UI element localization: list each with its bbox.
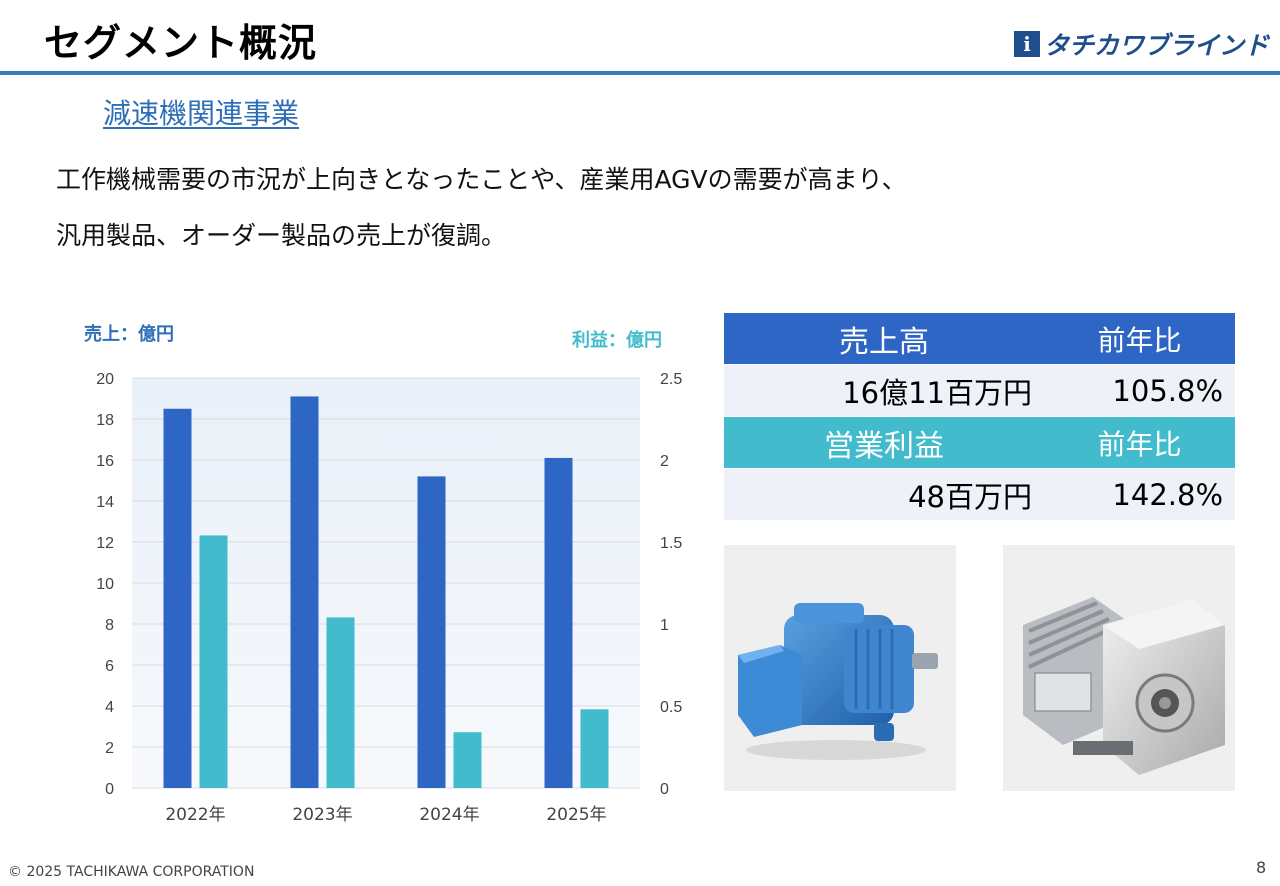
category-label: 2023年 [292,805,352,825]
bar-sales [417,476,446,788]
left-axis-title: 売上：億円 [84,324,174,345]
left-tick-label: 2 [105,740,114,757]
blue-gearmotor-image [738,603,938,760]
product-photo-blue-gearmotor [724,545,956,791]
logo-text: タチカワブラインド [1044,31,1270,60]
profit-yoy-value: 142.8% [1112,477,1223,512]
sales-yoy-value: 105.8% [1112,373,1223,408]
right-tick-label: 0 [660,781,669,798]
bar-sales [163,408,192,788]
category-label: 2022年 [165,805,225,825]
right-tick-label: 2.5 [660,371,682,388]
sales-profit-chart: 0 2 4 6 8 10 12 14 16 18 20 0 0.5 1 1.5 2 2.5 2022年 2023年 2… [96,371,682,825]
left-tick-label: 8 [105,617,114,634]
gray-gearmotor-image [1023,597,1225,775]
category-label: 2024年 [419,805,479,825]
description-line-1: 工作機械需要の市況が上向きとなったことや、産業用AGVの需要が高まり、 [56,165,907,194]
logo-mark-icon: i [1014,31,1040,57]
page-number: 8 [1256,858,1267,877]
left-tick-label: 4 [105,699,114,716]
left-tick-label: 16 [96,453,114,470]
left-tick-label: 6 [105,658,114,675]
sales-value: 16億11百万円 [842,375,1032,410]
category-label: 2025年 [546,805,606,825]
left-tick-label: 12 [96,535,114,552]
profit-value-row: 48百万円 142.8% [724,469,1235,520]
company-logo: i タチカワブラインド [1014,26,1269,62]
description-line-2: 汎用製品、オーダー製品の売上が復調。 [56,221,507,250]
bar-profit [580,709,609,788]
section-title: 減速機関連事業 [103,97,300,130]
right-tick-label: 1.5 [660,535,682,552]
right-tick-label: 2 [660,453,669,470]
sales-label: 売上高 [839,324,929,360]
right-tick-label: 1 [660,617,669,634]
profit-yoy-label: 前年比 [1097,427,1182,461]
page-title: セグメント概況 [44,21,318,65]
sales-value-row: 16億11百万円 105.8% [724,365,1235,416]
left-tick-label: 0 [105,781,114,798]
left-tick-label: 18 [96,412,114,429]
right-tick-label: 0.5 [660,699,682,716]
left-tick-label: 20 [96,371,114,388]
profit-label: 営業利益 [824,428,944,464]
bar-sales [544,457,573,788]
copyright: © 2025 TACHIKAWA CORPORATION [8,864,255,880]
profit-header-row: 営業利益 前年比 [724,417,1235,468]
bar-profit [199,535,228,788]
bar-sales [290,396,319,788]
sales-yoy-label: 前年比 [1097,323,1182,357]
right-axis-title: 利益：億円 [572,330,662,351]
profit-value: 48百万円 [908,479,1032,514]
product-photo-gray-gearmotor [1003,545,1235,791]
bar-profit [453,732,482,788]
bar-profit [326,617,355,788]
left-tick-label: 14 [96,494,114,511]
left-tick-label: 10 [96,576,114,593]
sales-header-row: 売上高 前年比 [724,313,1235,364]
title-divider [0,71,1280,75]
